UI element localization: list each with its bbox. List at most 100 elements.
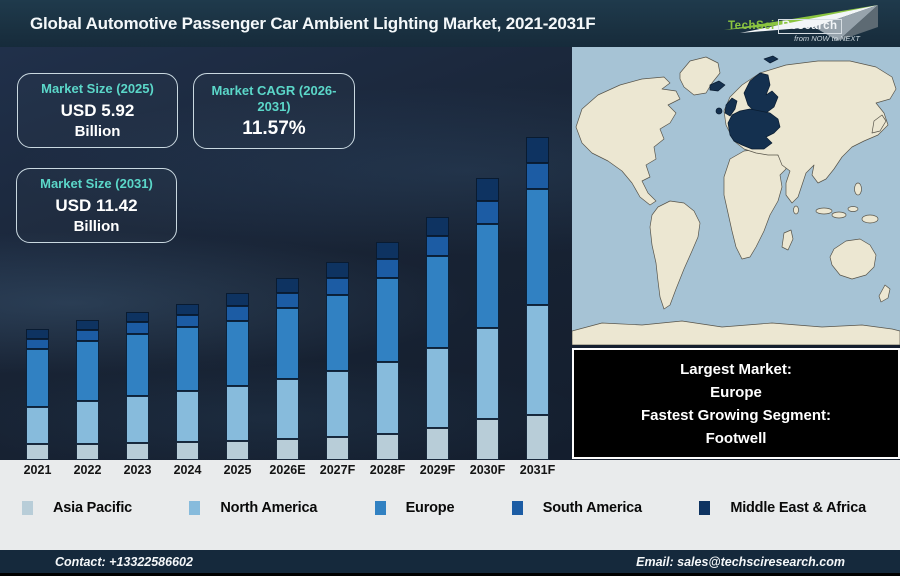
- bar-segment: [376, 242, 399, 260]
- bar-segment: [376, 259, 399, 278]
- stacked-bar-2021: [26, 329, 49, 460]
- bar-segment: [426, 348, 449, 428]
- bar-segment: [526, 304, 549, 415]
- stacked-bar-2028F: [376, 242, 399, 460]
- bar-segment: [476, 223, 499, 329]
- bar-segment: [526, 136, 549, 163]
- bar-segment: [26, 329, 49, 339]
- x-tick-label: 2024: [173, 463, 202, 477]
- legend-label: South America: [542, 500, 642, 516]
- bar-segment: [226, 385, 249, 441]
- bar-segment: [76, 443, 99, 460]
- stat-value: USD 11.42: [55, 195, 138, 215]
- bar-segment: [376, 277, 399, 362]
- map-europe-highlight: [709, 55, 781, 150]
- header: Global Automotive Passenger Car Ambient …: [0, 0, 900, 47]
- highlight-line: Largest Market:: [680, 360, 792, 378]
- x-tick-label: 2030F: [469, 463, 506, 477]
- bar-segment: [226, 320, 249, 386]
- bar-segment: [276, 438, 299, 460]
- x-axis-labels: 2021 2022 2023 2024 2025 2026E 2027F 2028F 2029F…: [0, 460, 900, 482]
- chart-legend: Asia Pacific North America Europe South Ame…: [22, 500, 866, 516]
- bar-segment: [176, 314, 199, 327]
- bar-segment: [426, 216, 449, 236]
- bar-segment: [126, 311, 149, 323]
- x-tick-label: 2029F: [419, 463, 456, 477]
- legend-label: North America: [220, 500, 318, 516]
- bar-segment: [276, 277, 299, 293]
- legend-item: Asia Pacific: [22, 500, 132, 516]
- bar-segment: [476, 178, 499, 201]
- bar-segment: [126, 442, 149, 460]
- bar-segment: [26, 406, 49, 445]
- legend-item: North America: [189, 500, 317, 516]
- stat-label: Market CAGR (2026-2031): [211, 82, 337, 114]
- stat-unit: Billion: [73, 217, 120, 235]
- bar-segment: [126, 333, 149, 396]
- logo-brand-primary: TechSci: [728, 19, 775, 32]
- world-map: [571, 47, 900, 346]
- logo-tagline: from NOW to NEXT: [794, 33, 860, 43]
- bar-segment: [76, 401, 99, 444]
- bar-segment: [526, 188, 549, 305]
- stacked-bar-2022: [76, 320, 99, 460]
- stacked-bar-2023: [126, 311, 149, 460]
- bar-segment: [426, 235, 449, 256]
- stat-box-market-size-2031: Market Size (2031) USD 11.42 Billion: [16, 168, 177, 243]
- bar-segment: [176, 304, 199, 315]
- legend-item: Middle East & Africa: [699, 500, 866, 516]
- stacked-bar-2025: [226, 292, 249, 460]
- legend-swatch: [511, 501, 523, 515]
- bar-segment: [176, 390, 199, 442]
- logo-brand-secondary: Research: [777, 18, 842, 34]
- legend-label: Asia Pacific: [53, 500, 133, 516]
- logo-wordmark: TechSci Research: [728, 18, 842, 34]
- x-tick-label: 2028F: [369, 463, 406, 477]
- stat-box-market-size-2025: Market Size (2025) USD 5.92 Billion: [17, 73, 178, 148]
- legend-item: South America: [511, 500, 642, 516]
- bar-segment: [276, 308, 299, 380]
- stat-unit: Billion: [74, 122, 121, 140]
- bar-segment: [226, 440, 249, 460]
- stacked-bar-2027F: [326, 261, 349, 460]
- logo-arrow-icon: [724, 4, 878, 41]
- x-tick-label: 2022: [73, 463, 102, 477]
- stacked-bar-2024: [176, 304, 199, 460]
- bar-segment: [326, 294, 349, 372]
- footer: Contact: +13322586602 Email: sales@techs…: [0, 550, 900, 576]
- stacked-bar-2030F: [476, 178, 499, 460]
- bar-segment: [126, 395, 149, 443]
- legend-swatch: [189, 501, 201, 515]
- footer-contact: Contact: +13322586602: [55, 554, 193, 569]
- bar-segment: [526, 162, 549, 189]
- footer-email: Email: sales@techsciresearch.com: [636, 554, 845, 569]
- bar-segment: [326, 277, 349, 295]
- bar-segment: [326, 371, 349, 437]
- world-map-svg: [571, 47, 900, 346]
- bar-segment: [26, 348, 49, 407]
- bar-segment: [426, 427, 449, 460]
- bar-segment: [226, 292, 249, 307]
- bar-segment: [176, 441, 199, 460]
- stacked-bar-2026E: [276, 277, 299, 460]
- bar-segment: [26, 444, 49, 460]
- bar-segment: [476, 419, 499, 460]
- bar-segment: [276, 379, 299, 439]
- stat-box-market-cagr: Market CAGR (2026-2031) 11.57%: [193, 73, 355, 149]
- x-tick-label: 2023: [123, 463, 152, 477]
- page-title: Global Automotive Passenger Car Ambient …: [30, 13, 596, 33]
- stacked-bar-2031F: [526, 136, 549, 460]
- x-tick-label: 2021: [23, 463, 52, 477]
- legend-swatch: [699, 501, 711, 515]
- bottom-strip: 2021 2022 2023 2024 2025 2026E 2027F 2028F 2029F…: [0, 460, 900, 550]
- bar-segment: [376, 434, 399, 460]
- legend-swatch: [22, 501, 33, 515]
- bar-segment: [476, 200, 499, 224]
- legend-label: Europe: [405, 500, 455, 516]
- x-tick-label: 2027F: [319, 463, 356, 477]
- bar-segment: [76, 320, 99, 331]
- highlight-line: Footwell: [705, 429, 767, 447]
- bar-segment: [276, 292, 299, 309]
- stat-value: 11.57%: [242, 117, 306, 139]
